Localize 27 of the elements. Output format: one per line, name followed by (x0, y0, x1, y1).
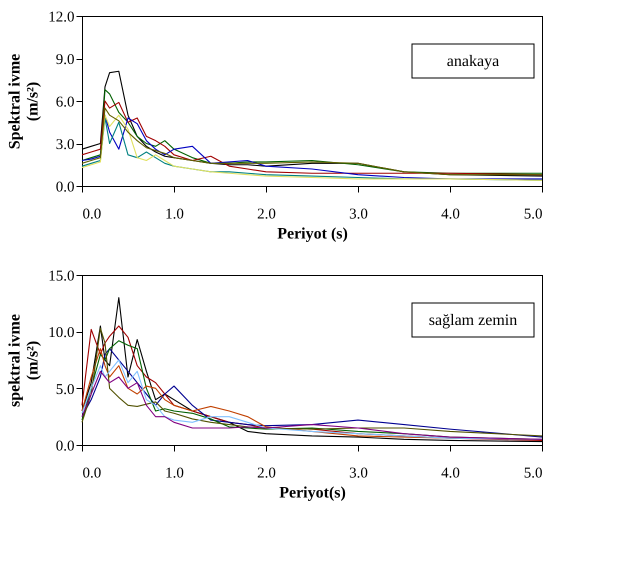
y-tick-label: 9.0 (56, 52, 74, 68)
x-tick-label: 4.0 (441, 466, 460, 482)
annotation: sağlam zemin (428, 312, 518, 329)
y-tick-label: 6.0 (56, 94, 74, 110)
x-tick-label: 4.0 (441, 206, 460, 222)
y-tick-label: 15.0 (48, 268, 74, 284)
y-tick-label: 12.0 (48, 10, 74, 26)
annotation: anakaya (446, 53, 500, 70)
y-tick-label: 0.0 (56, 180, 74, 196)
x-tick-label: 2.0 (257, 206, 276, 222)
x-tick-label: 0.0 (82, 466, 102, 482)
x-tick-label: 0.0 (82, 206, 102, 222)
x-tick-label: 3.0 (349, 206, 368, 222)
x-tick-label: 2.0 (257, 466, 276, 482)
y-tick-label: 5.0 (56, 382, 74, 398)
x-tick-label: 5.0 (524, 206, 542, 222)
y-axis-title: spektral ivme (m/s²) (6, 314, 42, 407)
x-tick-label: 1.0 (165, 206, 184, 222)
x-tick-label: 3.0 (349, 466, 368, 482)
x-axis-title: Periyot(s) (279, 484, 346, 502)
y-tick-label: 10.0 (48, 325, 74, 342)
y-tick-label: 3.0 (56, 137, 74, 153)
y-tick-label: 0.0 (56, 438, 74, 454)
x-axis-title: Periyot (s) (277, 226, 348, 242)
x-tick-label: 5.0 (524, 466, 542, 482)
y-axis-title: Spektral ivme (m/s²) (6, 54, 42, 150)
x-tick-label: 1.0 (165, 466, 184, 482)
